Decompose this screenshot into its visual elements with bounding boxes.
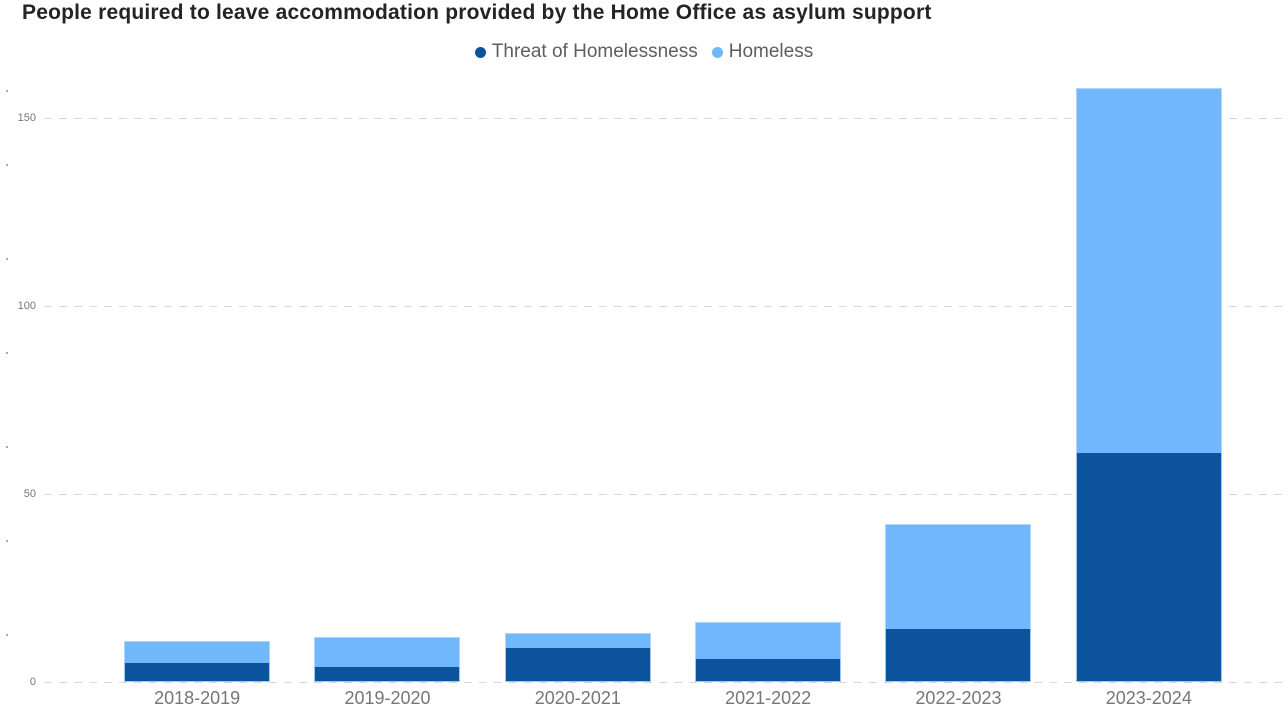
bar-segment-threat-of-homelessness-2018-2019[interactable] [124, 663, 271, 682]
y-axis-tick-label: 100 [17, 299, 36, 312]
category-slot-2021-2022 [673, 0, 863, 683]
legend-item-threat-of-homelessness[interactable]: Threat of Homelessness [474, 41, 698, 63]
category-slot-2022-2023 [863, 0, 1053, 683]
bar-segment-homeless-2022-2023[interactable] [885, 523, 1032, 630]
gridline-0 [44, 682, 1282, 683]
bar-segment-homeless-2018-2019[interactable] [124, 640, 271, 664]
y-axis-tick-label: 150 [17, 111, 36, 124]
x-axis-label-2020-2021: 2020-2021 [534, 688, 621, 708]
x-axis-label-2022-2023: 2022-2023 [915, 688, 1002, 708]
bar-group-2019-2020 [314, 636, 461, 683]
bar-segment-homeless-2023-2024[interactable] [1075, 87, 1222, 453]
x-axis-label-2021-2022: 2021-2022 [725, 688, 812, 708]
category-slot-2023-2024 [1054, 0, 1244, 683]
legend-label: Threat of Homelessness [491, 41, 698, 62]
y-axis-minor-tick [6, 633, 8, 636]
y-axis-minor-tick [6, 445, 8, 448]
y-axis-tick-label: 0 [29, 676, 36, 688]
y-axis-minor-tick [6, 539, 8, 542]
gridline-150 [44, 117, 1282, 119]
x-axis-label-2023-2024: 2023-2024 [1105, 688, 1192, 708]
bar-segment-threat-of-homelessness-2021-2022[interactable] [695, 659, 842, 682]
gridline-50 [44, 493, 1282, 495]
bar-group-2023-2024 [1075, 87, 1222, 683]
legend-item-homeless[interactable]: Homeless [711, 41, 814, 63]
bar-group-2022-2023 [885, 523, 1032, 683]
bar-segment-threat-of-homelessness-2019-2020[interactable] [314, 666, 461, 682]
legend-label: Homeless [728, 41, 814, 62]
bars-row [102, 0, 1244, 683]
chart-title: People required to leave accommodation p… [22, 1, 932, 24]
x-axis-label-2019-2020: 2019-2020 [344, 688, 431, 708]
legend-bullet-icon [474, 46, 486, 58]
bar-segment-homeless-2019-2020[interactable] [314, 636, 461, 667]
category-slot-2019-2020 [292, 0, 482, 683]
y-axis-minor-tick [6, 257, 8, 260]
y-axis-tick-label: 50 [23, 487, 36, 500]
legend: Threat of Homelessness Homeless [0, 41, 1288, 63]
bar-segment-threat-of-homelessness-2022-2023[interactable] [885, 629, 1032, 682]
bar-segment-threat-of-homelessness-2020-2021[interactable] [504, 648, 651, 682]
bar-group-2020-2021 [504, 633, 651, 682]
legend-bullet-icon [711, 46, 723, 58]
category-slot-2018-2019 [102, 0, 292, 683]
y-axis-minor-tick [6, 163, 8, 166]
bar-group-2018-2019 [124, 640, 271, 683]
x-axis-labels: 2018-2019 2019-2020 2020-2021 2021-2022 2022… [102, 688, 1244, 709]
category-slot-2020-2021 [483, 0, 673, 682]
gridline-100 [44, 305, 1282, 307]
x-axis-label-2018-2019: 2018-2019 [154, 688, 241, 708]
bar-group-2021-2022 [695, 621, 842, 683]
bar-segment-threat-of-homelessness-2023-2024[interactable] [1075, 452, 1222, 682]
y-axis-minor-tick [6, 90, 8, 93]
bar-segment-homeless-2020-2021[interactable] [504, 633, 651, 649]
bar-segment-homeless-2021-2022[interactable] [695, 621, 842, 660]
y-axis-minor-tick [6, 351, 8, 354]
